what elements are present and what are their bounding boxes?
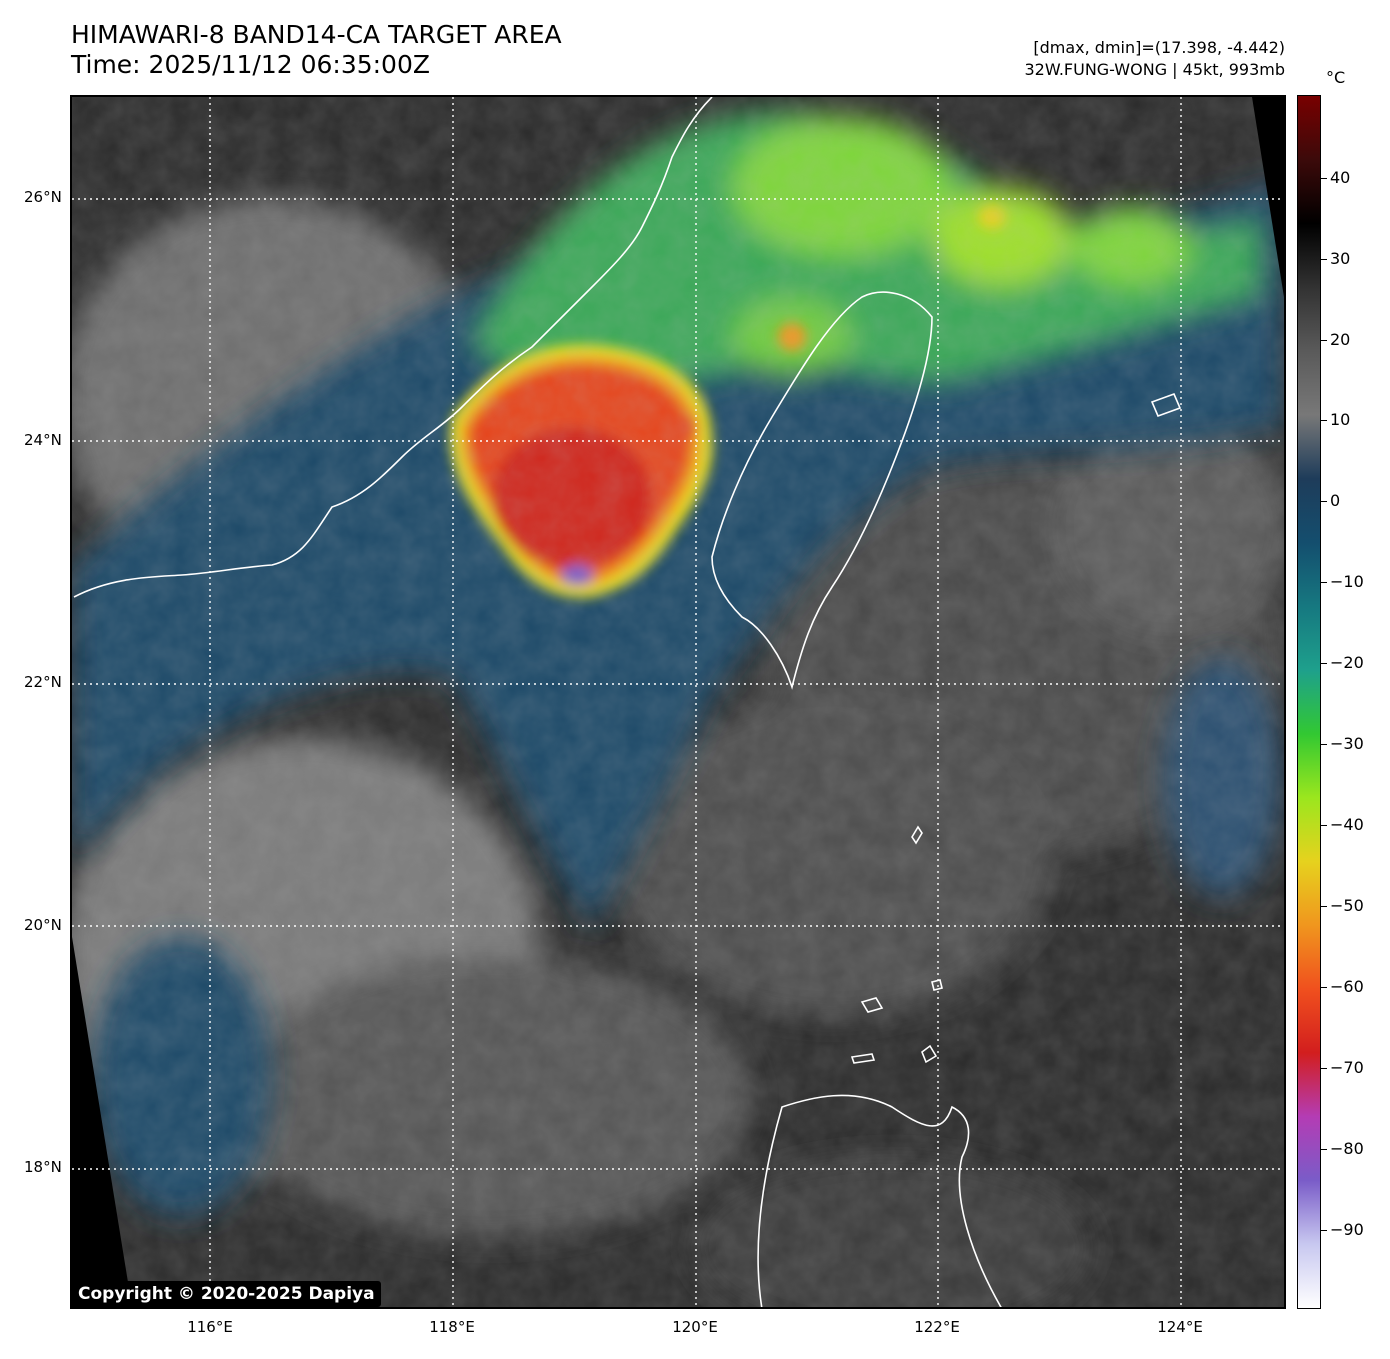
- lat-label-26n: 26°N: [24, 188, 62, 206]
- lon-label-122e: 122°E: [914, 1318, 960, 1336]
- colorbar-label: −40: [1330, 815, 1364, 834]
- colorbar-label: 10: [1330, 410, 1351, 429]
- lat-label-22n: 22°N: [24, 673, 62, 691]
- colorbar-label: −20: [1330, 653, 1364, 672]
- colorbar-label: −60: [1330, 977, 1364, 996]
- lon-label-116e: 116°E: [187, 1318, 233, 1336]
- storm-info-label: 32W.FUNG-WONG | 45kt, 993mb: [1024, 60, 1285, 79]
- colorbar-label: −10: [1330, 572, 1364, 591]
- colorbar-tick: [1321, 582, 1327, 583]
- map-title: HIMAWARI-8 BAND14-CA TARGET AREA: [71, 20, 562, 49]
- lat-label-20n: 20°N: [24, 916, 62, 934]
- colorbar-tick: [1321, 663, 1327, 664]
- colorbar-label: 0: [1330, 491, 1341, 510]
- data-range-label: [dmax, dmin]=(17.398, -4.442): [1033, 38, 1285, 57]
- colorbar-tick: [1321, 987, 1327, 988]
- lon-label-124e: 124°E: [1157, 1318, 1203, 1336]
- lon-label-118e: 118°E: [429, 1318, 475, 1336]
- colorbar-tick: [1321, 340, 1327, 341]
- lat-label-24n: 24°N: [24, 431, 62, 449]
- colorbar-tick: [1321, 744, 1327, 745]
- copyright-label: Copyright © 2020-2025 Dapiya: [72, 1281, 381, 1307]
- colorbar-label: −90: [1330, 1220, 1364, 1239]
- colorbar-tick: [1321, 259, 1327, 260]
- colorbar-tick: [1321, 1068, 1327, 1069]
- colorbar-label: −80: [1330, 1139, 1364, 1158]
- colorbar: [1297, 95, 1321, 1309]
- colorbar-tick: [1321, 501, 1327, 502]
- colorbar-label: −30: [1330, 734, 1364, 753]
- colorbar-unit: °C: [1326, 68, 1346, 87]
- colorbar-label: 20: [1330, 330, 1351, 349]
- colorbar-tick: [1321, 825, 1327, 826]
- colorbar-tick: [1321, 906, 1327, 907]
- map-imagery: [72, 97, 1284, 1307]
- satellite-map[interactable]: [70, 95, 1286, 1309]
- colorbar-tick: [1321, 420, 1327, 421]
- colorbar-label: −70: [1330, 1058, 1364, 1077]
- colorbar-label: −50: [1330, 896, 1364, 915]
- colorbar-tick: [1321, 1149, 1327, 1150]
- lat-label-18n: 18°N: [24, 1158, 62, 1176]
- colorbar-tick: [1321, 1230, 1327, 1231]
- map-time: Time: 2025/11/12 06:35:00Z: [71, 50, 430, 79]
- lon-label-120e: 120°E: [672, 1318, 718, 1336]
- colorbar-tick: [1321, 178, 1327, 179]
- colorbar-label: 30: [1330, 249, 1351, 268]
- graticule: [72, 97, 1284, 1307]
- colorbar-label: 40: [1330, 168, 1351, 187]
